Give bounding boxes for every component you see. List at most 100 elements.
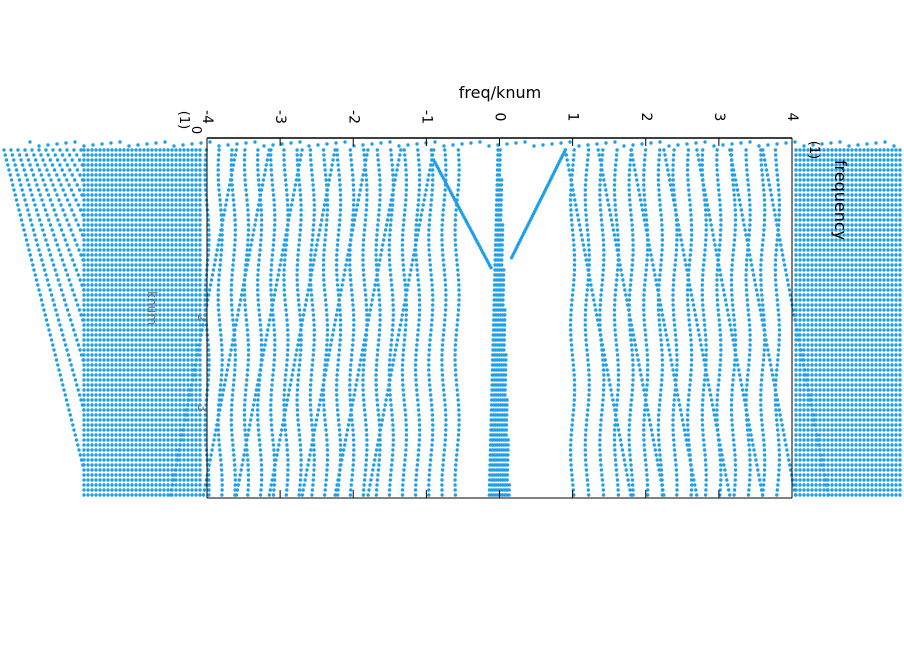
- data-point: [106, 403, 110, 407]
- data-point: [335, 408, 340, 412]
- data-point: [686, 288, 690, 292]
- data-point: [378, 188, 382, 192]
- data-point: [720, 283, 725, 287]
- data-point: [415, 218, 419, 222]
- data-point: [321, 258, 326, 262]
- data-point: [86, 413, 90, 417]
- data-point: [598, 203, 602, 207]
- data-point: [230, 183, 234, 187]
- data-point: [230, 153, 234, 157]
- data-point: [126, 468, 130, 472]
- data-point: [419, 213, 423, 217]
- data-point: [671, 368, 675, 372]
- data-point: [760, 248, 764, 252]
- data-point: [86, 483, 90, 487]
- data-point: [126, 438, 130, 442]
- data-point: [319, 223, 323, 227]
- data-point: [674, 338, 678, 342]
- data-point: [376, 473, 380, 477]
- data-point: [569, 338, 573, 342]
- data-point: [362, 478, 367, 482]
- data-point: [600, 223, 604, 227]
- data-point: [385, 393, 389, 397]
- data-point: [443, 193, 447, 197]
- data-point: [259, 218, 264, 222]
- data-point: [646, 363, 650, 367]
- data-point: [126, 398, 130, 402]
- data-point: [443, 158, 448, 162]
- data-point: [263, 168, 268, 172]
- data-point: [499, 193, 503, 197]
- data-point: [570, 183, 574, 187]
- data-point: [249, 243, 253, 247]
- data-point: [323, 198, 328, 202]
- data-point: [677, 403, 682, 407]
- data-point: [614, 283, 618, 287]
- data-point: [730, 298, 734, 302]
- data-point: [731, 308, 735, 312]
- data-point: [745, 168, 749, 172]
- data-point: [583, 198, 587, 202]
- data-point: [271, 193, 276, 197]
- data-point: [569, 443, 573, 447]
- data-point: [231, 443, 235, 447]
- data-point: [98, 228, 102, 232]
- data-point: [118, 258, 122, 262]
- data-point: [584, 208, 588, 212]
- data-point: [305, 468, 309, 472]
- data-point: [122, 483, 126, 487]
- data-point: [731, 303, 735, 307]
- data-point: [656, 463, 660, 467]
- data-point: [209, 278, 214, 282]
- data-point: [656, 308, 661, 312]
- data-point: [94, 328, 98, 332]
- data-point: [242, 293, 247, 297]
- data-point: [246, 458, 250, 462]
- data-point: [642, 318, 646, 322]
- data-point: [379, 253, 383, 257]
- data-point: [599, 218, 604, 222]
- data-point: [635, 178, 639, 182]
- data-point: [134, 318, 138, 322]
- data-point: [219, 383, 223, 387]
- data-point: [667, 173, 671, 177]
- data-point: [378, 183, 382, 187]
- data-point: [747, 198, 752, 202]
- data-point: [642, 163, 646, 167]
- data-point: [746, 308, 750, 312]
- data-point: [584, 218, 589, 222]
- data-point: [761, 363, 765, 367]
- data-point: [622, 283, 626, 287]
- data-point: [631, 233, 635, 237]
- data-point: [86, 228, 90, 232]
- data-point: [98, 408, 102, 412]
- data-point: [130, 368, 134, 372]
- data-point: [134, 448, 138, 452]
- data-point: [569, 213, 573, 217]
- data-point: [585, 163, 589, 167]
- data-point: [110, 483, 114, 487]
- data-point: [403, 203, 408, 207]
- data-point: [748, 463, 752, 467]
- data-point: [212, 263, 217, 267]
- data-point: [94, 413, 98, 417]
- data-point: [732, 443, 736, 447]
- data-point: [279, 433, 283, 437]
- data-point: [118, 273, 122, 277]
- data-point: [660, 363, 665, 367]
- data-point: [686, 148, 691, 152]
- data-point: [630, 228, 635, 232]
- data-point: [94, 178, 98, 182]
- data-point: [645, 388, 649, 392]
- data-point: [657, 318, 661, 322]
- data-point: [717, 438, 721, 442]
- data-point: [660, 358, 664, 362]
- data-point: [106, 443, 110, 447]
- data-point: [106, 373, 110, 377]
- data-point: [114, 468, 118, 472]
- data-point: [759, 278, 763, 282]
- data-point: [217, 413, 221, 417]
- data-point: [138, 213, 142, 217]
- data-point: [388, 203, 392, 207]
- data-point: [507, 488, 511, 492]
